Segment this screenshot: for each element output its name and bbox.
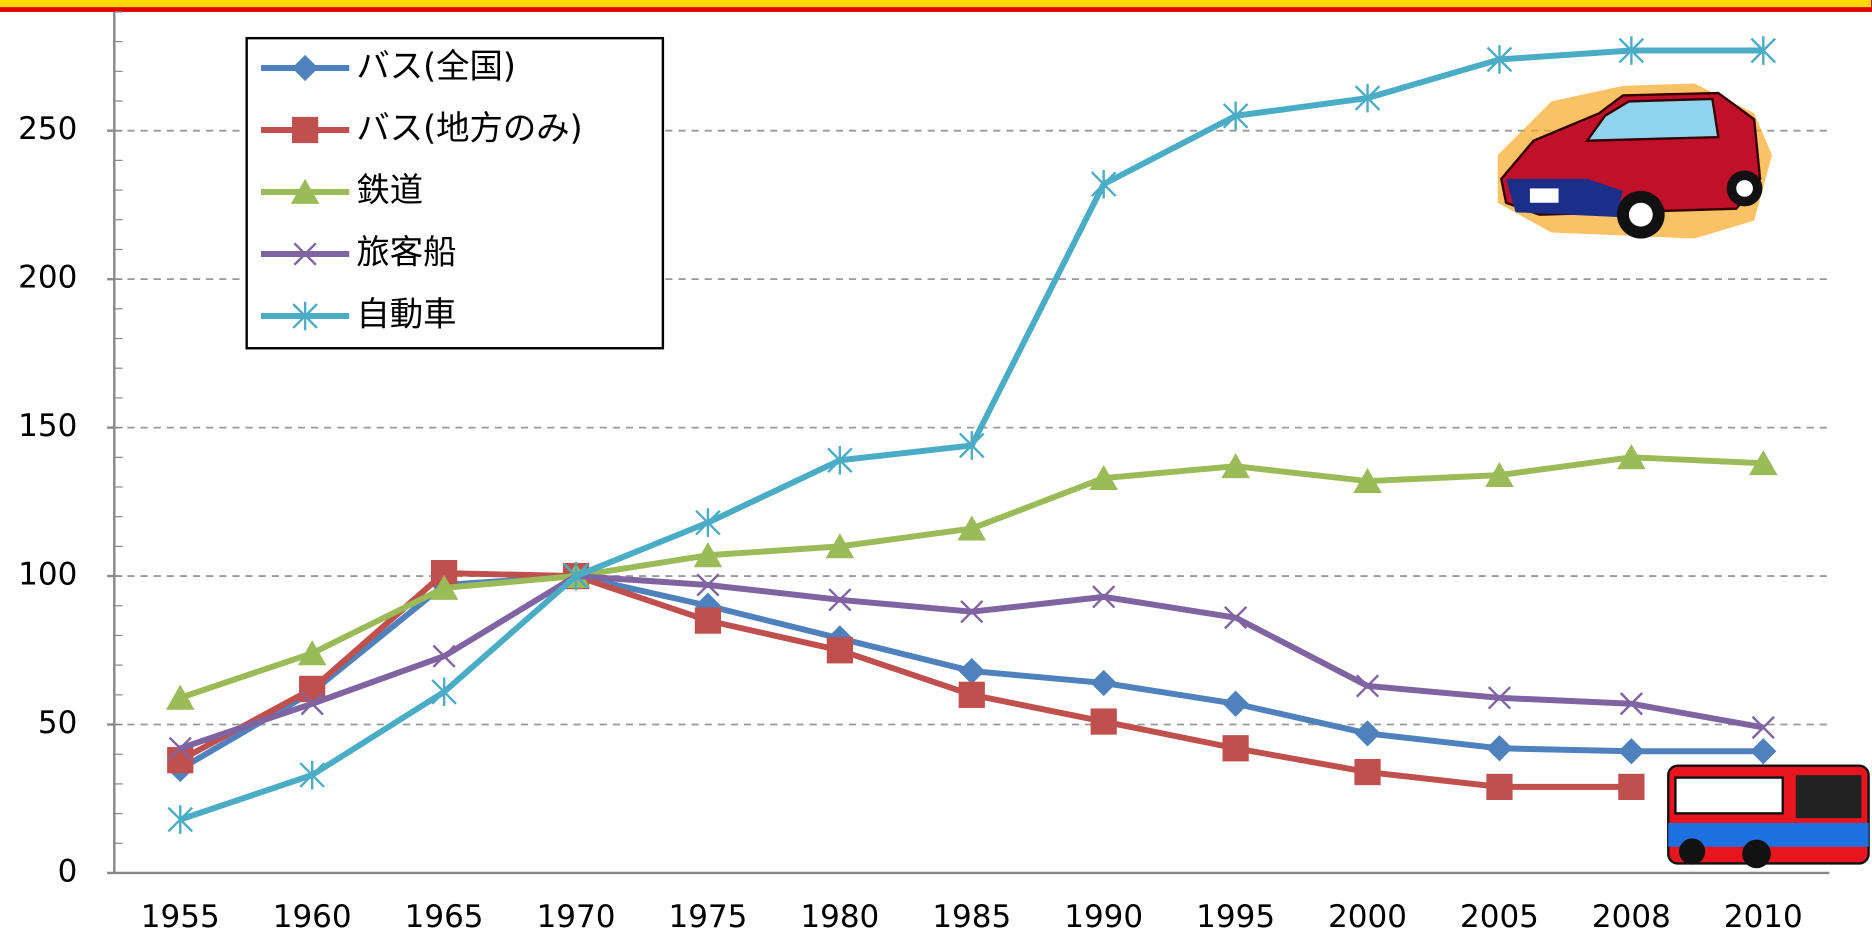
marker	[1618, 738, 1644, 764]
y-tick-label: 50	[38, 705, 77, 741]
marker	[167, 747, 193, 773]
chart: 0 50 100 150 200 250 1955 1960 1965 1970 1975 1980 1…	[0, 0, 1872, 935]
x-tick-label: 1980	[800, 899, 879, 935]
x-tick-label: 1990	[1064, 899, 1143, 935]
marker	[1750, 738, 1776, 764]
legend-marker	[292, 117, 318, 143]
y-tick-label: 250	[18, 111, 77, 147]
banner	[0, 0, 1872, 10]
marker	[1618, 774, 1644, 800]
x-tick-label: 1995	[1196, 899, 1275, 935]
x-tick-label: 1955	[141, 899, 220, 935]
x-tick-label: 1970	[537, 899, 616, 935]
x-tick-label: 2008	[1592, 899, 1671, 935]
x-tick-label: 2005	[1460, 899, 1539, 935]
marker	[1354, 759, 1380, 785]
x-tick-label: 2010	[1724, 899, 1803, 935]
marker	[1092, 170, 1116, 199]
x-tick-label: 1975	[668, 899, 747, 935]
x-tick-label: 1985	[932, 899, 1011, 935]
marker	[696, 508, 720, 537]
marker	[298, 640, 327, 665]
marker	[827, 637, 853, 663]
marker	[1222, 735, 1248, 761]
legend-label: 旅客船	[356, 233, 456, 272]
marker	[695, 607, 721, 633]
x-tick-label: 1965	[405, 899, 484, 935]
marker	[432, 678, 456, 707]
legend-label: バス(全国)	[356, 46, 516, 85]
y-tick-label: 200	[18, 260, 77, 296]
x-tick-label: 1960	[273, 899, 352, 935]
legend-label: 鉄道	[356, 171, 423, 210]
marker	[959, 682, 985, 708]
x-tick-label: 2000	[1328, 899, 1407, 935]
y-tick-label: 0	[58, 853, 78, 889]
legend-label: 自動車	[356, 295, 456, 334]
marker	[1091, 708, 1117, 734]
marker	[1486, 774, 1512, 800]
marker	[1486, 735, 1512, 761]
legend-label: バス(地方のみ)	[356, 108, 582, 147]
bus-illustration	[1668, 766, 1868, 869]
y-tick-label: 150	[18, 408, 77, 444]
y-tick-label: 100	[18, 557, 77, 593]
car-illustration	[1498, 83, 1772, 238]
marker	[959, 658, 985, 684]
marker	[1091, 670, 1117, 696]
marker	[1222, 691, 1248, 717]
